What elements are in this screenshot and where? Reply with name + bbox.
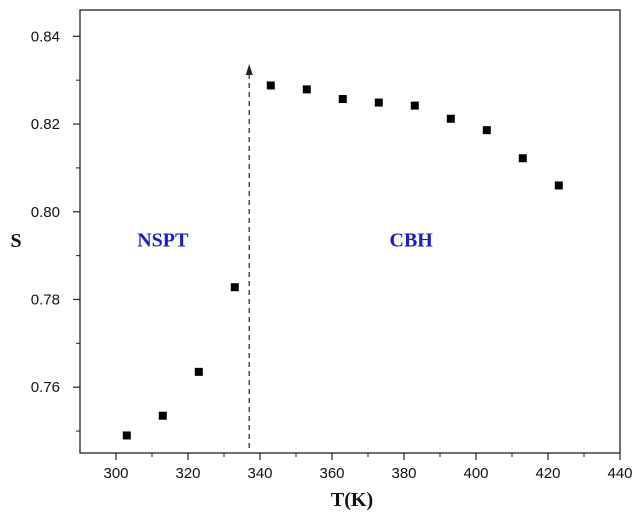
x-tick-label: 320: [175, 465, 200, 482]
arrowhead: [245, 64, 253, 75]
data-point: [266, 81, 275, 90]
y-tick-label: 0.84: [31, 28, 60, 45]
plot-border: [79, 9, 621, 454]
data-point: [230, 283, 239, 292]
y-tick-label: 0.78: [31, 291, 60, 308]
x-tick-label: 300: [103, 465, 128, 482]
x-tick-label: 400: [463, 465, 488, 482]
region-label: CBH: [390, 229, 434, 251]
x-tick-label: 360: [319, 465, 344, 482]
data-point: [518, 154, 527, 163]
region-label: NSPT: [137, 229, 189, 251]
data-point: [374, 98, 383, 107]
data-points: [122, 81, 563, 440]
data-point: [482, 126, 491, 135]
data-point: [338, 95, 347, 104]
y-axis-label: S: [10, 230, 21, 252]
data-point: [554, 181, 563, 190]
x-tick-label: 340: [247, 465, 272, 482]
data-point: [446, 114, 455, 123]
plot-area: [79, 9, 621, 454]
data-point: [158, 411, 167, 420]
x-tick-label: 380: [391, 465, 416, 482]
y-tick-label: 0.82: [31, 116, 60, 133]
phase-divider-arrow: [245, 64, 253, 448]
y-tick-label: 0.76: [31, 379, 60, 396]
annotations: NSPT CBH: [137, 229, 433, 251]
data-point: [410, 101, 419, 110]
axis-ticks: [73, 35, 621, 460]
data-point: [122, 431, 131, 440]
data-point: [302, 85, 311, 94]
tick-labels: 300 320 340 360 380 400 420 440 0.76 0.78 0.80 0.82…: [31, 28, 633, 482]
x-tick-label: 440: [607, 465, 632, 482]
x-axis-label: T(K): [331, 489, 373, 511]
data-point: [194, 367, 203, 376]
y-tick-label: 0.80: [31, 204, 60, 221]
x-tick-label: 420: [535, 465, 560, 482]
